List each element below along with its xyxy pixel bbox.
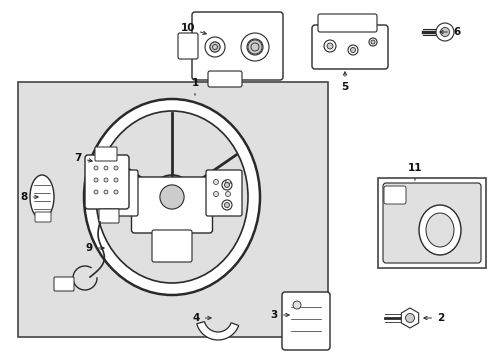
- FancyBboxPatch shape: [152, 230, 192, 262]
- Polygon shape: [401, 308, 418, 328]
- Circle shape: [212, 45, 217, 49]
- Text: 6: 6: [439, 27, 459, 37]
- Circle shape: [350, 48, 355, 53]
- Ellipse shape: [84, 99, 260, 295]
- FancyBboxPatch shape: [99, 209, 119, 223]
- FancyBboxPatch shape: [382, 183, 480, 263]
- Circle shape: [213, 180, 218, 184]
- Circle shape: [224, 202, 229, 207]
- Circle shape: [247, 40, 262, 54]
- Circle shape: [370, 40, 374, 44]
- Text: 5: 5: [341, 72, 348, 92]
- Circle shape: [225, 180, 230, 184]
- Circle shape: [104, 190, 108, 194]
- Circle shape: [250, 43, 259, 51]
- Circle shape: [104, 166, 108, 170]
- FancyBboxPatch shape: [54, 277, 74, 291]
- FancyBboxPatch shape: [95, 147, 117, 161]
- Circle shape: [405, 314, 414, 323]
- Ellipse shape: [30, 175, 54, 219]
- Circle shape: [213, 192, 218, 197]
- Circle shape: [209, 42, 220, 52]
- FancyBboxPatch shape: [85, 155, 129, 209]
- Circle shape: [204, 37, 224, 57]
- Circle shape: [160, 185, 183, 209]
- Polygon shape: [196, 321, 238, 340]
- Circle shape: [324, 40, 335, 52]
- FancyBboxPatch shape: [178, 33, 198, 59]
- Circle shape: [94, 190, 98, 194]
- FancyBboxPatch shape: [317, 14, 376, 32]
- Circle shape: [104, 178, 108, 182]
- Circle shape: [326, 43, 332, 49]
- FancyBboxPatch shape: [131, 177, 212, 233]
- Circle shape: [114, 190, 118, 194]
- Circle shape: [209, 42, 220, 52]
- Circle shape: [222, 200, 231, 210]
- FancyBboxPatch shape: [282, 292, 329, 350]
- FancyBboxPatch shape: [35, 212, 51, 222]
- Circle shape: [440, 27, 448, 36]
- FancyBboxPatch shape: [192, 12, 283, 80]
- Circle shape: [225, 192, 230, 197]
- Text: 8: 8: [20, 192, 38, 202]
- Ellipse shape: [96, 111, 247, 283]
- Circle shape: [114, 166, 118, 170]
- Circle shape: [222, 180, 231, 190]
- Circle shape: [114, 178, 118, 182]
- Bar: [377, 178, 485, 268]
- Circle shape: [109, 180, 114, 184]
- Text: 10: 10: [180, 23, 206, 35]
- Text: 9: 9: [86, 243, 104, 253]
- Circle shape: [241, 33, 268, 61]
- FancyBboxPatch shape: [207, 71, 242, 87]
- Text: 4: 4: [192, 313, 211, 323]
- Circle shape: [109, 192, 114, 197]
- Text: 3: 3: [270, 310, 288, 320]
- Circle shape: [224, 183, 229, 188]
- FancyBboxPatch shape: [383, 186, 405, 204]
- FancyBboxPatch shape: [205, 170, 242, 216]
- Circle shape: [121, 192, 126, 197]
- Ellipse shape: [418, 205, 460, 255]
- Circle shape: [347, 45, 357, 55]
- Text: 2: 2: [423, 313, 443, 323]
- Circle shape: [94, 178, 98, 182]
- Circle shape: [121, 180, 126, 184]
- Text: 7: 7: [75, 153, 92, 163]
- FancyBboxPatch shape: [311, 25, 387, 69]
- Text: 1: 1: [191, 78, 198, 95]
- Circle shape: [246, 39, 263, 55]
- Circle shape: [94, 166, 98, 170]
- Circle shape: [150, 175, 194, 219]
- Circle shape: [368, 38, 376, 46]
- Circle shape: [435, 23, 453, 41]
- Text: 11: 11: [407, 163, 421, 180]
- FancyBboxPatch shape: [102, 170, 138, 216]
- Ellipse shape: [425, 213, 453, 247]
- Circle shape: [292, 301, 301, 309]
- Bar: [18, 82, 327, 337]
